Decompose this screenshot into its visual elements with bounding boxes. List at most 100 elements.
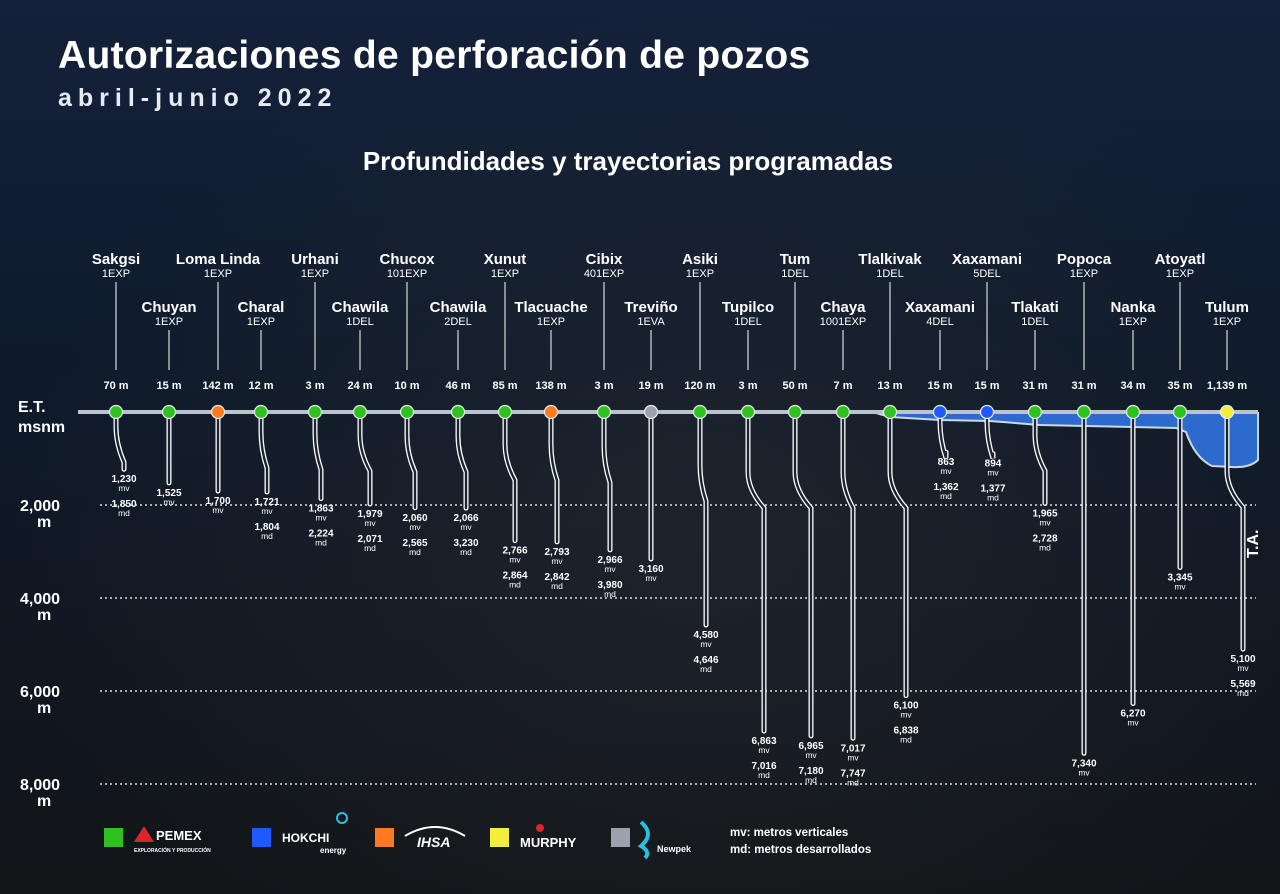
well-mv-value: 1,700 — [205, 496, 230, 507]
well-mv-value: 7,017 — [840, 743, 865, 754]
well-marker-pemex — [1027, 404, 1043, 420]
well-md-unit: md — [805, 775, 817, 785]
legend-logo-text: HOKCHI — [282, 831, 329, 845]
well-code: 5DEL — [973, 268, 1001, 280]
well-mv-unit: mv — [940, 466, 952, 476]
well-md-unit: md — [364, 543, 376, 553]
well-mv-unit: mv — [1078, 767, 1090, 777]
well-mv-value: 2,966 — [597, 555, 622, 566]
legend-logo-text: MURPHY — [520, 835, 577, 850]
well-mv-unit: mv — [118, 483, 130, 493]
well-mv-unit: mv — [1174, 582, 1186, 592]
well-code: 1001EXP — [820, 316, 866, 328]
well-name: Treviño — [624, 299, 677, 316]
well-elevation: 19 m — [638, 380, 663, 392]
well-marker-hokchi — [932, 404, 948, 420]
well-mv-unit: mv — [645, 573, 657, 583]
depth-axis: E.T. msnm T.A. — [18, 399, 1262, 558]
well-md-value: 6,838 — [893, 726, 918, 737]
well-mv-unit: mv — [604, 564, 616, 574]
ihsa-logo-icon — [404, 826, 466, 837]
well-md-unit: md — [460, 547, 472, 557]
well-elevation: 142 m — [202, 380, 233, 392]
well-md-unit: md — [758, 770, 770, 780]
well-mv-value: 6,100 — [893, 701, 918, 712]
well-md-unit: md — [847, 777, 859, 787]
well-mv-value: 863 — [938, 457, 955, 468]
well-marker-pemex — [450, 404, 466, 420]
well-code: 1EXP — [204, 268, 232, 280]
well-mv-value: 5,100 — [1230, 654, 1255, 665]
legend-item-newpek: Newpek — [611, 820, 692, 860]
well-mv-value: 2,793 — [544, 547, 569, 558]
well-trajectory-core — [985, 416, 995, 459]
well-mv-unit: mv — [1127, 718, 1139, 728]
well-code: 1EXP — [537, 316, 565, 328]
well-elevation: 3 m — [306, 380, 325, 392]
well-mv-unit: mv — [261, 506, 273, 516]
well-mv-unit: mv — [1039, 517, 1051, 527]
well-md-unit: md — [700, 664, 712, 674]
well-marker-pemex — [596, 404, 612, 420]
well-name: Chawila — [332, 299, 389, 316]
legend-swatch — [104, 828, 123, 847]
well-name: Tlalkivak — [858, 251, 922, 268]
well-mv-unit: mv — [700, 639, 712, 649]
well-mv-unit: mv — [987, 468, 999, 478]
well-elevation: 15 m — [156, 380, 181, 392]
well-marker-pemex — [1076, 404, 1092, 420]
well-trajectory-core — [456, 416, 468, 510]
well-md-value: 2,071 — [357, 534, 382, 545]
well-md-value: 2,864 — [502, 571, 527, 582]
well-mv-value: 6,863 — [751, 736, 776, 747]
well-name: Loma Linda — [176, 251, 261, 268]
well-trajectory-core — [358, 416, 372, 506]
legend-logo-subtext: energy — [320, 846, 347, 855]
well-mv-value: 2,066 — [453, 513, 478, 524]
newpek-logo-icon — [637, 820, 650, 860]
well-trajectory-core — [698, 416, 708, 627]
well-name: Chaya — [820, 299, 866, 316]
legend-md-definition: md: metros desarrollados — [730, 844, 871, 856]
legend-logo-text: IHSA — [417, 834, 450, 850]
well-mv-unit: mv — [847, 752, 859, 762]
well-trajectory-core — [746, 416, 766, 733]
well-md-value: 2,728 — [1032, 533, 1057, 544]
well-md-value: 1,804 — [254, 522, 279, 533]
surface-label-bottom: msnm — [18, 419, 65, 436]
well-code: 1DEL — [876, 268, 904, 280]
well-marker-pemex — [835, 404, 851, 420]
well-marker-pemex — [497, 404, 513, 420]
well-trajectory-core — [313, 416, 323, 500]
well-md-unit: md — [604, 589, 616, 599]
well-md-unit: md — [940, 491, 952, 501]
well-md-value: 2,565 — [402, 538, 427, 549]
well-elevation: 70 m — [103, 380, 128, 392]
well-marker-hokchi — [979, 404, 995, 420]
well-md-unit: md — [509, 580, 521, 590]
tick-unit: m — [37, 514, 51, 531]
well-mv-value: 1,525 — [156, 488, 181, 499]
well-trajectory-outline — [745, 415, 767, 734]
tick-unit: m — [37, 607, 51, 624]
well-name: Asiki — [682, 251, 718, 268]
hokchi-logo-icon — [336, 812, 348, 824]
well-code: 1EXP — [1119, 316, 1147, 328]
well-name: Atoyatl — [1155, 251, 1206, 268]
well-name: Tum — [780, 251, 811, 268]
well-code: 1EXP — [155, 316, 183, 328]
well-mv-value: 6,965 — [798, 741, 823, 752]
well-code: 1EXP — [686, 268, 714, 280]
